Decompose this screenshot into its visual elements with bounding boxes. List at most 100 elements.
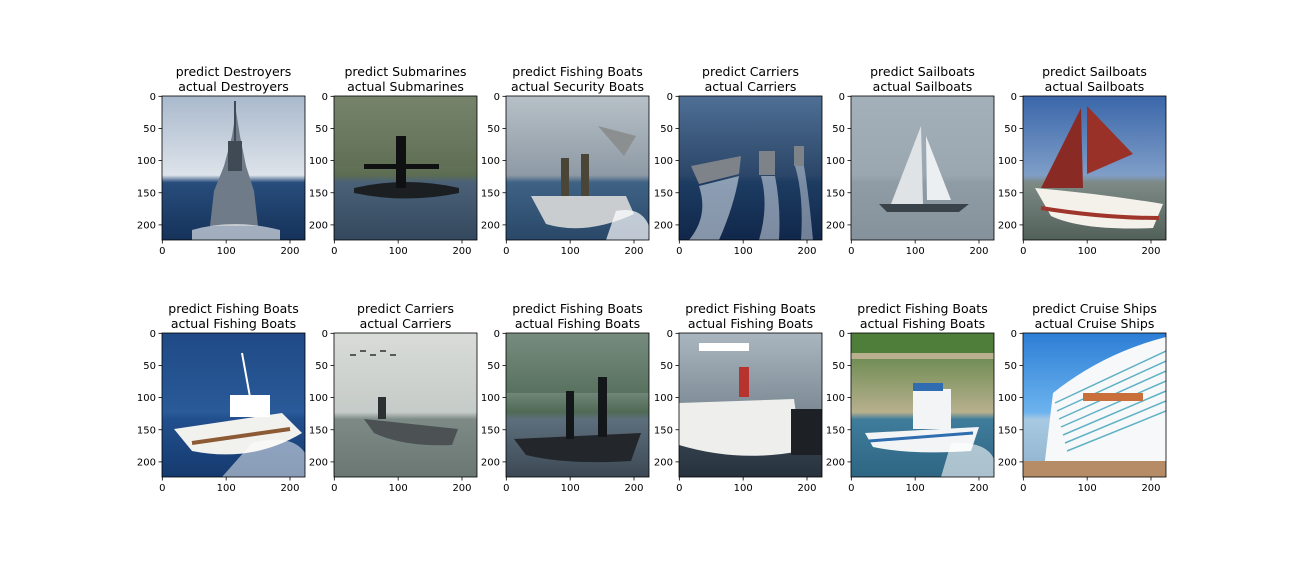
y-tick-label: 200 — [998, 220, 1017, 231]
panel-title-actual: actual Cruise Ships — [1035, 316, 1155, 331]
panel-title-actual: actual Fishing Boats — [171, 316, 296, 331]
x-tick-label: 0 — [159, 483, 165, 494]
axes-frame — [850, 95, 995, 241]
x-tick-label: 100 — [734, 246, 753, 257]
sailboat-photo — [851, 96, 994, 240]
x-tick-label: 200 — [280, 246, 299, 257]
x-tick-label: 200 — [1141, 483, 1160, 494]
y-tick-label: 0 — [322, 329, 328, 340]
axes-frame — [333, 332, 478, 478]
y-tick-label: 150 — [998, 188, 1017, 199]
cabin-fishing-boat-photo — [851, 333, 994, 477]
y-tick-label: 50 — [487, 124, 500, 135]
y-tick-label: 0 — [150, 329, 156, 340]
x-tick-label: 100 — [389, 246, 408, 257]
y-tick-label: 150 — [137, 425, 156, 436]
x-tick-label: 100 — [217, 246, 236, 257]
y-tick-label: 50 — [832, 361, 845, 372]
x-tick-label: 0 — [1020, 483, 1026, 494]
x-tick-label: 100 — [1078, 246, 1097, 257]
axes-frame — [1022, 332, 1167, 478]
panel-title-predict: predict Fishing Boats — [168, 301, 298, 316]
y-tick-label: 0 — [1011, 329, 1017, 340]
x-tick-label: 0 — [331, 246, 337, 257]
panel-title-actual: actual Sailboats — [873, 79, 973, 94]
x-tick-label: 0 — [503, 246, 509, 257]
y-tick-label: 150 — [309, 425, 328, 436]
panel-title-predict: predict Fishing Boats — [857, 301, 987, 316]
x-tick-label: 0 — [676, 246, 682, 257]
y-tick-label: 150 — [309, 188, 328, 199]
sport-fishing-yacht-photo — [162, 333, 305, 477]
panel-title-predict: predict Cruise Ships — [1032, 301, 1157, 316]
cruise-ship-photo — [1023, 333, 1166, 477]
carrier-group-photo — [679, 96, 822, 240]
y-tick-label: 150 — [998, 425, 1017, 436]
y-tick-label: 0 — [494, 92, 500, 103]
y-tick-label: 50 — [315, 361, 328, 372]
y-tick-label: 200 — [654, 457, 673, 468]
panel-title-actual: actual Carriers — [360, 316, 452, 331]
x-tick-label: 200 — [452, 246, 471, 257]
x-tick-label: 200 — [969, 483, 988, 494]
submarine-photo — [334, 96, 477, 240]
panel-title-actual: actual Fishing Boats — [515, 316, 640, 331]
panel-title-actual: actual Submarines — [347, 79, 464, 94]
axes-frame — [1022, 95, 1167, 241]
x-tick-label: 100 — [906, 483, 925, 494]
x-tick-label: 100 — [906, 246, 925, 257]
axes-frame — [505, 332, 650, 478]
x-tick-label: 0 — [159, 246, 165, 257]
panel-title-predict: predict Fishing Boats — [685, 301, 815, 316]
y-tick-label: 200 — [309, 457, 328, 468]
y-tick-label: 100 — [481, 393, 500, 404]
bass-boat-photo — [506, 333, 649, 477]
y-tick-label: 0 — [1011, 92, 1017, 103]
y-tick-label: 200 — [654, 220, 673, 231]
x-tick-label: 0 — [503, 483, 509, 494]
y-tick-label: 0 — [667, 329, 673, 340]
y-tick-label: 100 — [826, 156, 845, 167]
panel-title-predict: predict Carriers — [702, 64, 799, 79]
y-tick-label: 50 — [315, 124, 328, 135]
panel-title-predict: predict Sailboats — [870, 64, 975, 79]
y-tick-label: 0 — [150, 92, 156, 103]
x-tick-label: 200 — [624, 483, 643, 494]
axes-frame — [678, 95, 823, 241]
axes-frame — [850, 332, 995, 478]
y-tick-label: 50 — [660, 361, 673, 372]
y-tick-label: 150 — [826, 188, 845, 199]
red-sail-boat-photo — [1023, 96, 1166, 240]
panel-title-actual: actual Sailboats — [1045, 79, 1145, 94]
panel-title-predict: predict Fishing Boats — [512, 301, 642, 316]
y-tick-label: 200 — [826, 457, 845, 468]
panel-title-predict: predict Submarines — [344, 64, 466, 79]
y-tick-label: 200 — [137, 220, 156, 231]
destroyer-photo — [162, 96, 305, 240]
panel-title-actual: actual Carriers — [705, 79, 797, 94]
y-tick-label: 50 — [832, 124, 845, 135]
axes-frame — [161, 95, 306, 241]
y-tick-label: 200 — [998, 457, 1017, 468]
y-tick-label: 150 — [654, 188, 673, 199]
x-tick-label: 200 — [797, 246, 816, 257]
x-tick-label: 100 — [217, 483, 236, 494]
x-tick-label: 0 — [848, 246, 854, 257]
axes-frame — [678, 332, 823, 478]
y-tick-label: 150 — [654, 425, 673, 436]
y-tick-label: 100 — [309, 156, 328, 167]
y-tick-label: 100 — [481, 156, 500, 167]
y-tick-label: 0 — [839, 329, 845, 340]
center-console-boat-photo — [679, 333, 822, 477]
x-tick-label: 100 — [734, 483, 753, 494]
x-tick-label: 200 — [797, 483, 816, 494]
x-tick-label: 200 — [280, 483, 299, 494]
y-tick-label: 150 — [481, 188, 500, 199]
x-tick-label: 0 — [676, 483, 682, 494]
